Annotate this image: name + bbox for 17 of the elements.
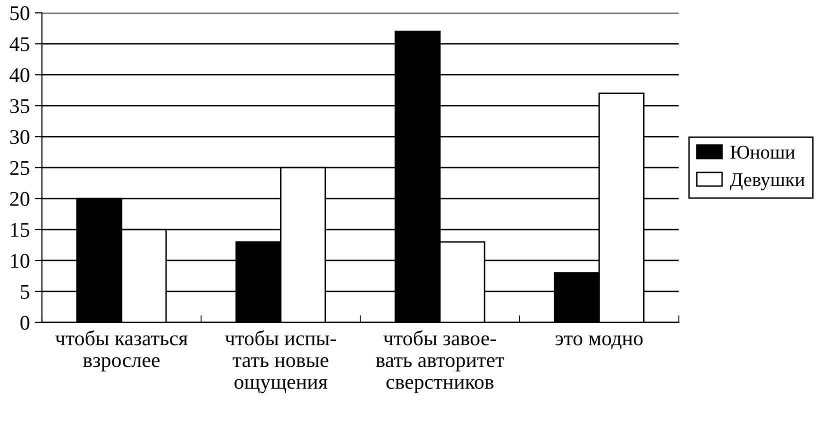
y-tick-label: 10 <box>11 254 30 268</box>
y-tick-label: 15 <box>11 222 30 237</box>
y-tick-label: 5 <box>20 285 30 299</box>
x-tick-label: чтобы казаться взрослее <box>55 330 188 372</box>
x-tick-label: чтобы испы- тать новые ощущения <box>225 330 336 394</box>
y-tick-label: 0 <box>20 316 30 330</box>
y-tick-label: 25 <box>10 161 30 176</box>
y-tick-label: 40 <box>10 68 30 82</box>
legend-label: Девушки <box>730 173 805 190</box>
y-tick-label: 45 <box>10 37 30 52</box>
y-tick-label: 30 <box>10 130 30 144</box>
x-tick-label: это модно <box>556 335 643 350</box>
y-tick-label: 20 <box>10 192 30 206</box>
legend-label: Юноши <box>730 146 795 159</box>
y-tick-label: 35 <box>10 99 30 114</box>
x-tick-label: чтобы завое- вать авторитет сверстников <box>376 330 504 394</box>
y-tick-label: 50 <box>10 6 30 20</box>
